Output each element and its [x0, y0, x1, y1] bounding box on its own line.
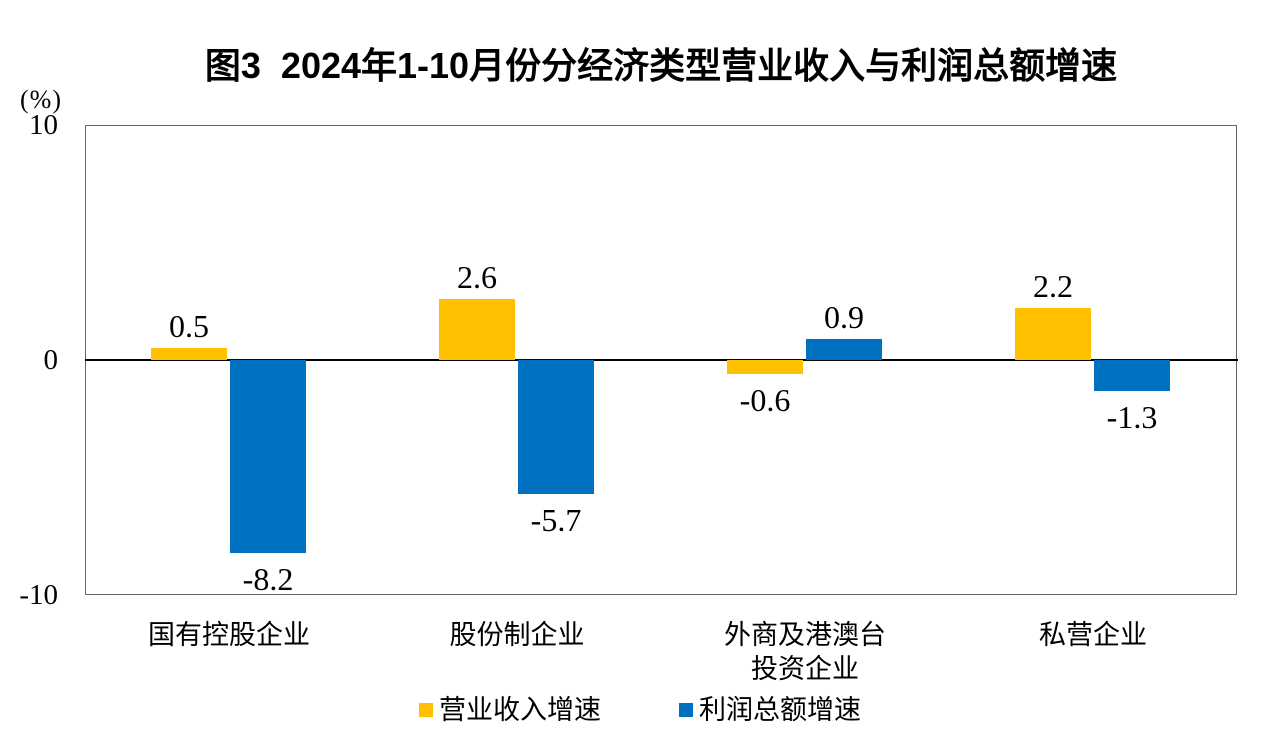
chart-title: 图3 2024年1-10月份分经济类型营业收入与利润总额增速 [204, 45, 1118, 86]
zero-axis-line [85, 359, 1238, 361]
bar-value-label: 0.5 [169, 308, 209, 344]
y-axis-unit-label: (%) [20, 85, 62, 114]
bar-value-label: 2.6 [457, 259, 497, 295]
bar-value-label: -8.2 [242, 561, 294, 597]
category-label: 外商及港澳台 投资企业 [724, 620, 886, 684]
y-tick-label: 10 [29, 109, 58, 141]
bar [1094, 360, 1170, 391]
legend-label: 利润总额增速 [699, 695, 861, 725]
legend-swatch [679, 703, 693, 717]
bar-value-label: -0.6 [739, 382, 791, 418]
bar [727, 360, 803, 374]
legend-item: 营业收入增速 [419, 695, 601, 725]
category-label: 股份制企业 [449, 620, 585, 650]
bar [230, 360, 306, 553]
bar [151, 348, 227, 360]
y-tick-label: -10 [19, 579, 58, 611]
legend: 营业收入增速 利润总额增速 [0, 692, 1280, 728]
bar-value-label: 2.2 [1033, 268, 1073, 304]
bar [518, 360, 594, 494]
bar-value-label: -1.3 [1106, 399, 1158, 435]
bar-value-label: -5.7 [530, 502, 582, 538]
bar [439, 299, 515, 360]
category-label: 私营企业 [1039, 620, 1147, 650]
legend-item: 利润总额增速 [679, 695, 861, 725]
bar [806, 339, 882, 360]
legend-label: 营业收入增速 [439, 695, 601, 725]
bar-value-label: 0.9 [824, 299, 864, 335]
category-label: 国有控股企业 [148, 620, 310, 650]
bar [1015, 308, 1091, 360]
y-tick-label: 0 [43, 344, 59, 376]
legend-swatch [419, 703, 433, 717]
